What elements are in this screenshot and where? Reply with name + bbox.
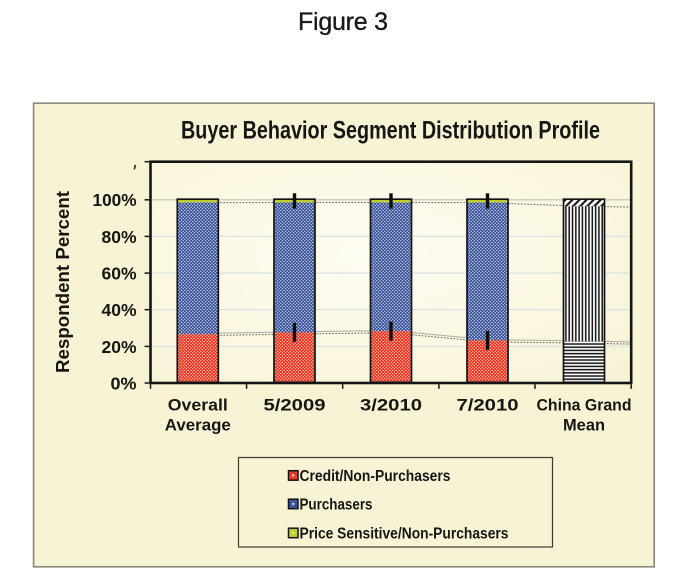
- svg-text:100%: 100%: [93, 190, 137, 210]
- svg-text:Purchasers: Purchasers: [300, 497, 373, 514]
- svg-text:0%: 0%: [111, 373, 137, 393]
- svg-text:Credit/Non-Purchasers: Credit/Non-Purchasers: [300, 468, 451, 485]
- svg-text:20%: 20%: [102, 337, 137, 357]
- svg-text:80%: 80%: [102, 227, 137, 247]
- svg-text:Price Sensitive/Non-Purchasers: Price Sensitive/Non-Purchasers: [300, 526, 509, 543]
- svg-text:Mean: Mean: [563, 416, 605, 435]
- svg-text:China Grand: China Grand: [537, 396, 632, 415]
- svg-text:Figure 3: Figure 3: [298, 8, 388, 36]
- svg-text:Average: Average: [165, 416, 231, 435]
- svg-text:3/2010: 3/2010: [360, 396, 422, 415]
- svg-text:Overall: Overall: [168, 396, 228, 415]
- svg-text:Respondent Percent: Respondent Percent: [52, 191, 73, 373]
- svg-text:Buyer Behavior Segment Distrib: Buyer Behavior Segment Distribution Prof…: [181, 117, 600, 145]
- svg-text:7/2010: 7/2010: [457, 396, 519, 415]
- svg-text:60%: 60%: [102, 264, 137, 284]
- svg-text:40%: 40%: [102, 300, 137, 320]
- svg-text:5/2009: 5/2009: [264, 396, 326, 415]
